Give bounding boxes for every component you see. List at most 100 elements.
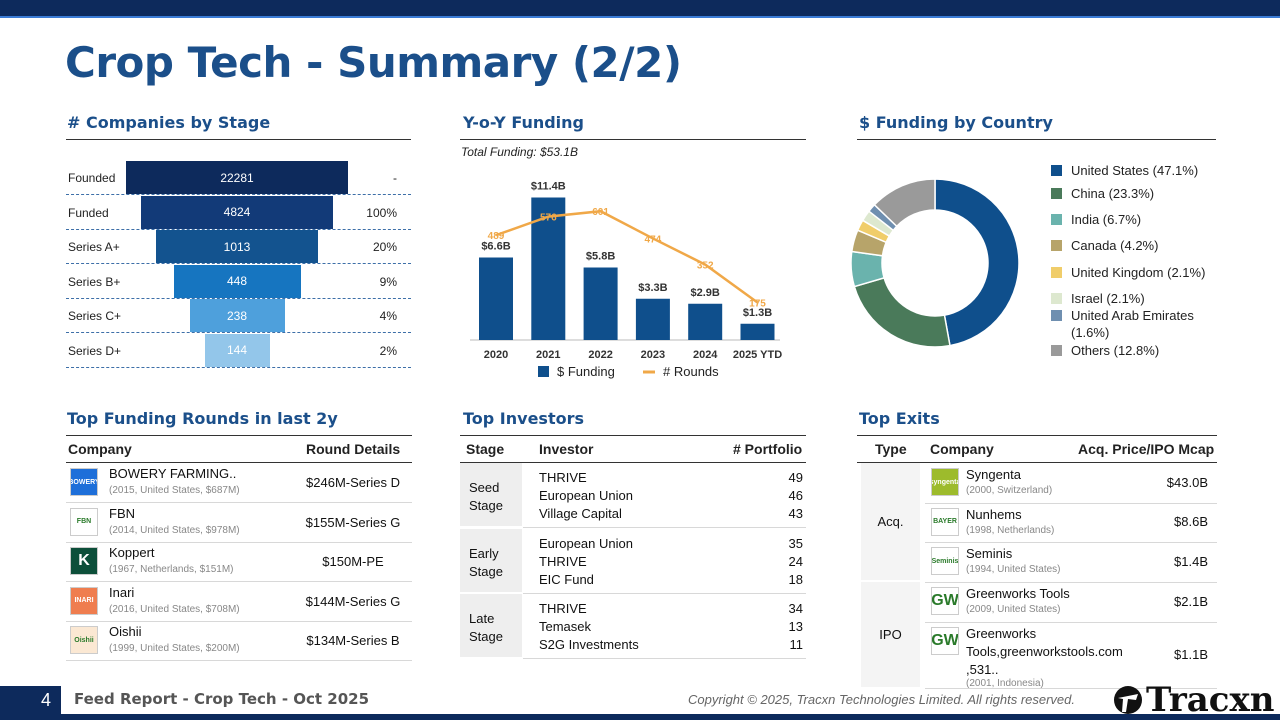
company-meta: (2016, United States, $708M) (109, 603, 240, 615)
stage-label: Seed Stage (469, 480, 503, 513)
company-name[interactable]: FBN (109, 505, 135, 521)
x-tick-label: 2024 (693, 349, 718, 361)
company-logo-icon: K (70, 547, 98, 575)
funding-bar (479, 257, 513, 340)
funnel-row: Series A+ 1013 20% (66, 230, 411, 264)
funnel-percent: 2% (379, 343, 397, 358)
funding-bar (740, 323, 775, 340)
page-number: 4 (0, 686, 64, 714)
footer-title: Feed Report - Crop Tech - Oct 2025 (74, 690, 370, 708)
donut-slice (873, 178, 936, 228)
company-meta: (2015, United States, $687M) (109, 485, 240, 496)
section-title-stage: # Companies by Stage (67, 113, 271, 132)
investor-name[interactable]: EIC Fund (539, 571, 594, 587)
funnel-percent: 4% (379, 309, 397, 323)
funnel-row: Series C+ 238 4% (66, 299, 411, 333)
rounds-line (495, 209, 759, 304)
company-name[interactable]: Koppert (109, 545, 155, 560)
funnel-row: Series B+ 448 9% (66, 264, 411, 299)
exit-value: $2.1B (1174, 593, 1208, 609)
exit-value: $43.0B (1166, 474, 1208, 490)
type-cell (861, 582, 920, 687)
company-name[interactable]: Syngenta (966, 467, 1021, 482)
funnel-percent: 20% (372, 240, 397, 254)
portfolio-count: 18 (788, 571, 803, 587)
investor-name[interactable]: S2G Investments (539, 637, 639, 652)
funnel-bar: 144 (204, 333, 270, 367)
company-name[interactable]: Seminis (966, 546, 1013, 561)
investor-name[interactable]: THRIVE (539, 553, 587, 569)
legend-label: India (6.7%) (1071, 212, 1142, 227)
company-meta: (2000, Switzerland) (966, 485, 1053, 496)
funnel-bar: 1013 (156, 230, 318, 263)
company-logo-icon: Seminis (931, 547, 959, 575)
funding-bar-label: $3.3B (638, 282, 667, 294)
company-name[interactable]: BOWERY FARMING.. (109, 466, 237, 481)
exits-header-company: Company (930, 441, 994, 457)
investor-name[interactable]: European Union (539, 535, 633, 551)
investor-name[interactable]: THRIVE (539, 601, 587, 616)
row-divider (523, 592, 806, 594)
legend-swatch (1051, 165, 1062, 176)
funnel-stage-label: Funded (68, 205, 109, 220)
section-title-yoy: Y-o-Y Funding (463, 113, 585, 132)
rounds-point-label: 601 (592, 207, 609, 218)
section-title-exits: Top Exits (859, 409, 940, 428)
row-divider (66, 502, 412, 503)
section-rule (460, 139, 806, 140)
legend-swatch (1051, 345, 1062, 356)
company-meta: (2009, United States) (966, 604, 1061, 615)
legend-label: Others (12.8%) (1071, 343, 1160, 358)
table-header-rule (857, 462, 1217, 463)
legend-swatch (1051, 240, 1062, 251)
investor-name[interactable]: European Union (539, 488, 633, 503)
section-rule (857, 139, 1216, 140)
funnel-percent: 9% (379, 274, 397, 289)
rounds-point-label: 175 (749, 299, 766, 310)
company-name[interactable]: Oishii (109, 624, 142, 639)
funnel-stage-label: Series B+ (68, 274, 121, 289)
funnel-stage-label: Series D+ (68, 343, 122, 358)
company-meta: (1967, Netherlands, $151M) (109, 564, 234, 575)
company-name[interactable]: Inari (109, 584, 135, 600)
investors-header-investor: Investor (539, 441, 594, 457)
portfolio-count: 43 (788, 506, 803, 521)
legend-swatch (1051, 310, 1062, 321)
legend-label: United States (47.1%) (1071, 163, 1199, 178)
table-header-rule (66, 462, 412, 463)
company-logo-icon: Oishii (70, 626, 98, 654)
bottom-bar (0, 714, 1280, 720)
funnel-bar: 4824 (141, 195, 333, 229)
table-top-rule (66, 435, 412, 436)
yoy-funding-chart: $6.6B 2020 $11.4B 2021 $5.8B 2022 $3.3B 2023 $2.… (470, 181, 782, 379)
company-logo-icon: GW (931, 626, 959, 655)
stage-cell (460, 463, 522, 526)
company-logo-icon: FBN (70, 507, 98, 536)
rounds-point-label: 489 (488, 231, 505, 242)
exit-type: Acq. (877, 513, 904, 529)
funnel-bar: 238 (189, 299, 285, 332)
investor-name[interactable]: Temasek (539, 619, 592, 634)
x-tick-label: 2023 (641, 349, 665, 361)
company-logo-icon: INARI (70, 586, 98, 615)
rounds-point-label: 474 (645, 234, 662, 245)
stage-cell (460, 528, 522, 592)
row-divider (66, 660, 412, 661)
company-name[interactable]: Greenworks Tools,greenworkstools.com ,53… (966, 625, 1123, 677)
company-meta: (2014, United States, $978M) (109, 524, 240, 536)
company-name[interactable]: Nunhems (966, 506, 1022, 522)
stage-label: Early Stage (469, 545, 503, 579)
stage-cell (460, 594, 522, 657)
investor-name[interactable]: Village Capital (539, 506, 622, 521)
company-name[interactable]: Greenworks Tools (966, 586, 1070, 601)
exits-header-type: Type (875, 441, 907, 457)
portfolio-count: 24 (788, 553, 803, 569)
exit-value: $1.4B (1174, 553, 1208, 569)
legend-rounds-label: # Rounds (663, 364, 719, 379)
row-divider (925, 502, 1217, 504)
section-rule (66, 139, 411, 140)
round-detail: $134M-Series B (306, 633, 400, 648)
x-tick-label: 2021 (536, 349, 560, 361)
investor-name[interactable]: THRIVE (539, 470, 587, 485)
row-divider (66, 541, 412, 543)
